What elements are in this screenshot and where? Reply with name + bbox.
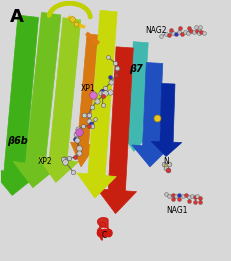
FancyArrow shape (97, 47, 137, 213)
FancyArrow shape (118, 42, 152, 151)
FancyArrow shape (70, 34, 98, 167)
Ellipse shape (97, 229, 104, 237)
Text: XP1: XP1 (81, 85, 96, 93)
FancyArrow shape (77, 10, 117, 198)
Text: A: A (10, 9, 24, 26)
FancyArrow shape (132, 63, 170, 167)
FancyArrow shape (38, 18, 81, 182)
FancyArrow shape (13, 12, 61, 188)
Text: N: N (164, 157, 170, 166)
Text: β6b: β6b (8, 136, 28, 146)
Text: NAG1: NAG1 (166, 206, 188, 216)
FancyArrow shape (151, 84, 182, 156)
Text: β7: β7 (129, 64, 143, 74)
Ellipse shape (106, 229, 112, 237)
Text: NAG2: NAG2 (145, 26, 167, 35)
FancyArrow shape (0, 15, 39, 195)
Text: C: C (102, 231, 107, 240)
Text: XP2: XP2 (37, 157, 52, 166)
Ellipse shape (101, 229, 108, 237)
